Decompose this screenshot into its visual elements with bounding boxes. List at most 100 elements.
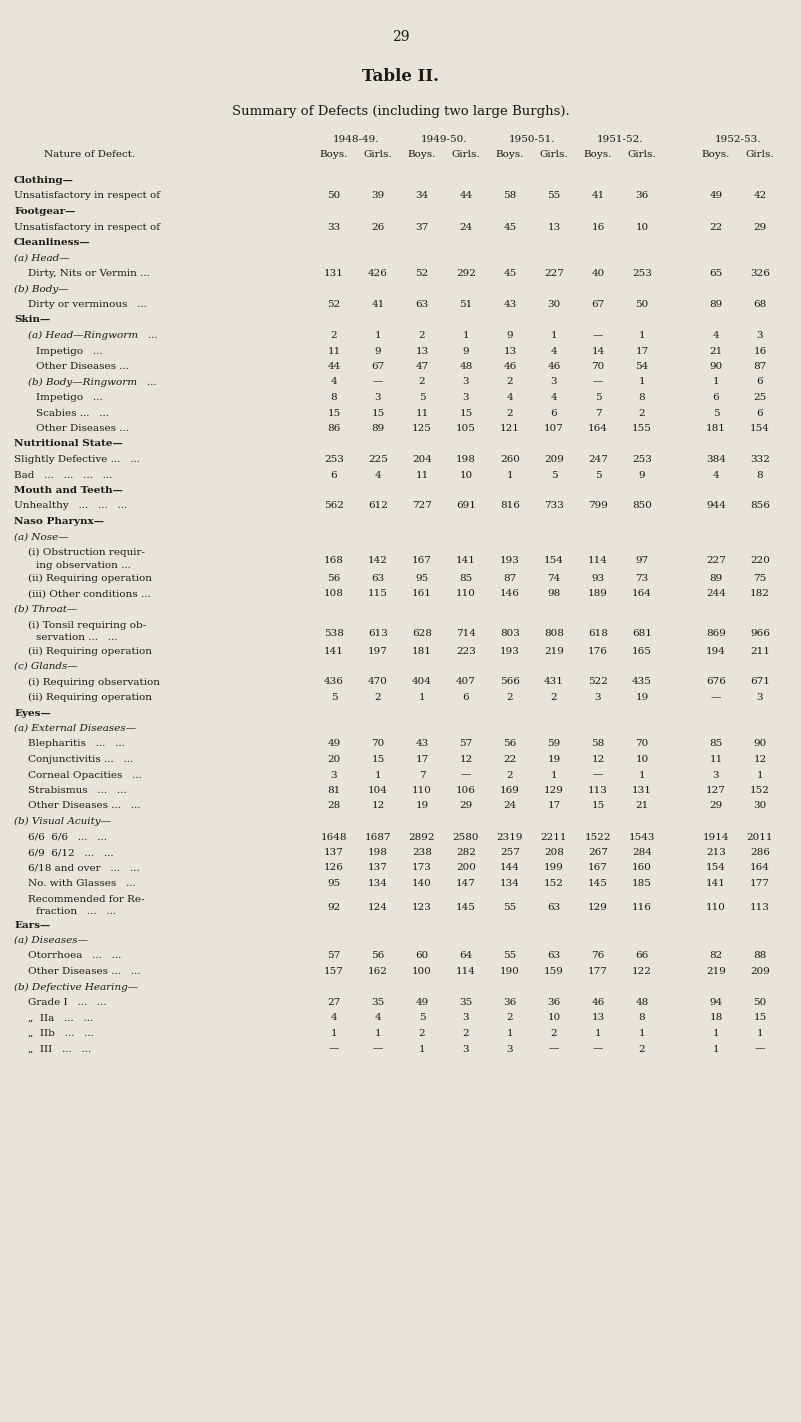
- Text: 219: 219: [544, 647, 564, 656]
- Text: 14: 14: [591, 347, 605, 356]
- Text: —: —: [710, 693, 721, 702]
- Text: 1: 1: [331, 1030, 337, 1038]
- Text: —: —: [372, 377, 383, 387]
- Text: Other Diseases ...: Other Diseases ...: [36, 424, 129, 434]
- Text: 59: 59: [547, 739, 561, 748]
- Text: 44: 44: [328, 363, 340, 371]
- Text: 4: 4: [713, 331, 719, 340]
- Text: 39: 39: [372, 192, 384, 201]
- Text: 44: 44: [460, 192, 473, 201]
- Text: 944: 944: [706, 502, 726, 510]
- Text: Clothing—: Clothing—: [14, 176, 74, 185]
- Text: 1: 1: [638, 331, 646, 340]
- Text: 159: 159: [544, 967, 564, 975]
- Text: 1949-50.: 1949-50.: [421, 135, 467, 144]
- Text: 3: 3: [507, 1045, 513, 1054]
- Text: 1: 1: [463, 331, 469, 340]
- Text: 15: 15: [372, 408, 384, 418]
- Text: Dirty, Nits or Vermin ...: Dirty, Nits or Vermin ...: [28, 269, 150, 277]
- Text: 15: 15: [372, 755, 384, 764]
- Text: 131: 131: [632, 786, 652, 795]
- Text: 13: 13: [547, 222, 561, 232]
- Text: Ears—: Ears—: [14, 920, 50, 930]
- Text: 7: 7: [594, 408, 602, 418]
- Text: (b) Defective Hearing—: (b) Defective Hearing—: [14, 983, 138, 991]
- Text: 2: 2: [507, 771, 513, 779]
- Text: 164: 164: [750, 863, 770, 873]
- Text: 145: 145: [588, 879, 608, 887]
- Text: 286: 286: [750, 848, 770, 857]
- Text: 131: 131: [324, 269, 344, 277]
- Text: 64: 64: [460, 951, 473, 960]
- Text: 167: 167: [588, 863, 608, 873]
- Text: 182: 182: [750, 590, 770, 599]
- Text: 124: 124: [368, 903, 388, 912]
- Text: 9: 9: [638, 471, 646, 479]
- Text: 2211: 2211: [541, 832, 567, 842]
- Text: —: —: [593, 771, 603, 779]
- Text: 95: 95: [328, 879, 340, 887]
- Text: 152: 152: [750, 786, 770, 795]
- Text: 29: 29: [460, 802, 473, 811]
- Text: 11: 11: [328, 347, 340, 356]
- Text: 8: 8: [638, 392, 646, 402]
- Text: 110: 110: [706, 903, 726, 912]
- Text: 55: 55: [503, 951, 517, 960]
- Text: 45: 45: [503, 222, 517, 232]
- Text: 4: 4: [551, 392, 557, 402]
- Text: 42: 42: [754, 192, 767, 201]
- Text: 1948-49.: 1948-49.: [332, 135, 379, 144]
- Text: Table II.: Table II.: [362, 68, 439, 85]
- Text: (i) Obstruction requir-: (i) Obstruction requir-: [28, 547, 145, 557]
- Text: 75: 75: [754, 574, 767, 583]
- Text: 29: 29: [392, 30, 409, 44]
- Text: ing observation ...: ing observation ...: [36, 562, 131, 570]
- Text: 92: 92: [328, 903, 340, 912]
- Text: 36: 36: [547, 998, 561, 1007]
- Text: 157: 157: [324, 967, 344, 975]
- Text: 612: 612: [368, 502, 388, 510]
- Text: 198: 198: [368, 848, 388, 857]
- Text: 129: 129: [588, 903, 608, 912]
- Text: 2319: 2319: [497, 832, 523, 842]
- Text: 2: 2: [419, 1030, 425, 1038]
- Text: 613: 613: [368, 629, 388, 637]
- Text: 55: 55: [547, 192, 561, 201]
- Text: —: —: [549, 1045, 559, 1054]
- Text: 1951-52.: 1951-52.: [597, 135, 643, 144]
- Text: 21: 21: [710, 347, 723, 356]
- Text: 562: 562: [324, 502, 344, 510]
- Text: 522: 522: [588, 677, 608, 687]
- Text: 4: 4: [375, 1014, 381, 1022]
- Text: 190: 190: [500, 967, 520, 975]
- Text: Unhealthy   ...   ...   ...: Unhealthy ... ... ...: [14, 502, 127, 510]
- Text: 816: 816: [500, 502, 520, 510]
- Text: (ii) Requiring operation: (ii) Requiring operation: [28, 647, 152, 656]
- Text: 98: 98: [547, 590, 561, 599]
- Text: 12: 12: [460, 755, 473, 764]
- Text: 89: 89: [710, 300, 723, 309]
- Text: Impetigo   ...: Impetigo ...: [36, 347, 103, 356]
- Text: 1: 1: [638, 771, 646, 779]
- Text: 6: 6: [551, 408, 557, 418]
- Text: —: —: [755, 1045, 765, 1054]
- Text: Girls.: Girls.: [628, 149, 656, 159]
- Text: 50: 50: [635, 300, 649, 309]
- Text: 404: 404: [412, 677, 432, 687]
- Text: 247: 247: [588, 455, 608, 464]
- Text: Slightly Defective ...   ...: Slightly Defective ... ...: [14, 455, 140, 464]
- Text: Otorrhoea   ...   ...: Otorrhoea ... ...: [28, 951, 122, 960]
- Text: 140: 140: [412, 879, 432, 887]
- Text: 40: 40: [591, 269, 605, 277]
- Text: 431: 431: [544, 677, 564, 687]
- Text: 104: 104: [368, 786, 388, 795]
- Text: 122: 122: [632, 967, 652, 975]
- Text: 193: 193: [500, 556, 520, 565]
- Text: 16: 16: [754, 347, 767, 356]
- Text: 282: 282: [456, 848, 476, 857]
- Text: 10: 10: [547, 1014, 561, 1022]
- Text: 161: 161: [412, 590, 432, 599]
- Text: 1543: 1543: [629, 832, 655, 842]
- Text: 211: 211: [750, 647, 770, 656]
- Text: 13: 13: [503, 347, 517, 356]
